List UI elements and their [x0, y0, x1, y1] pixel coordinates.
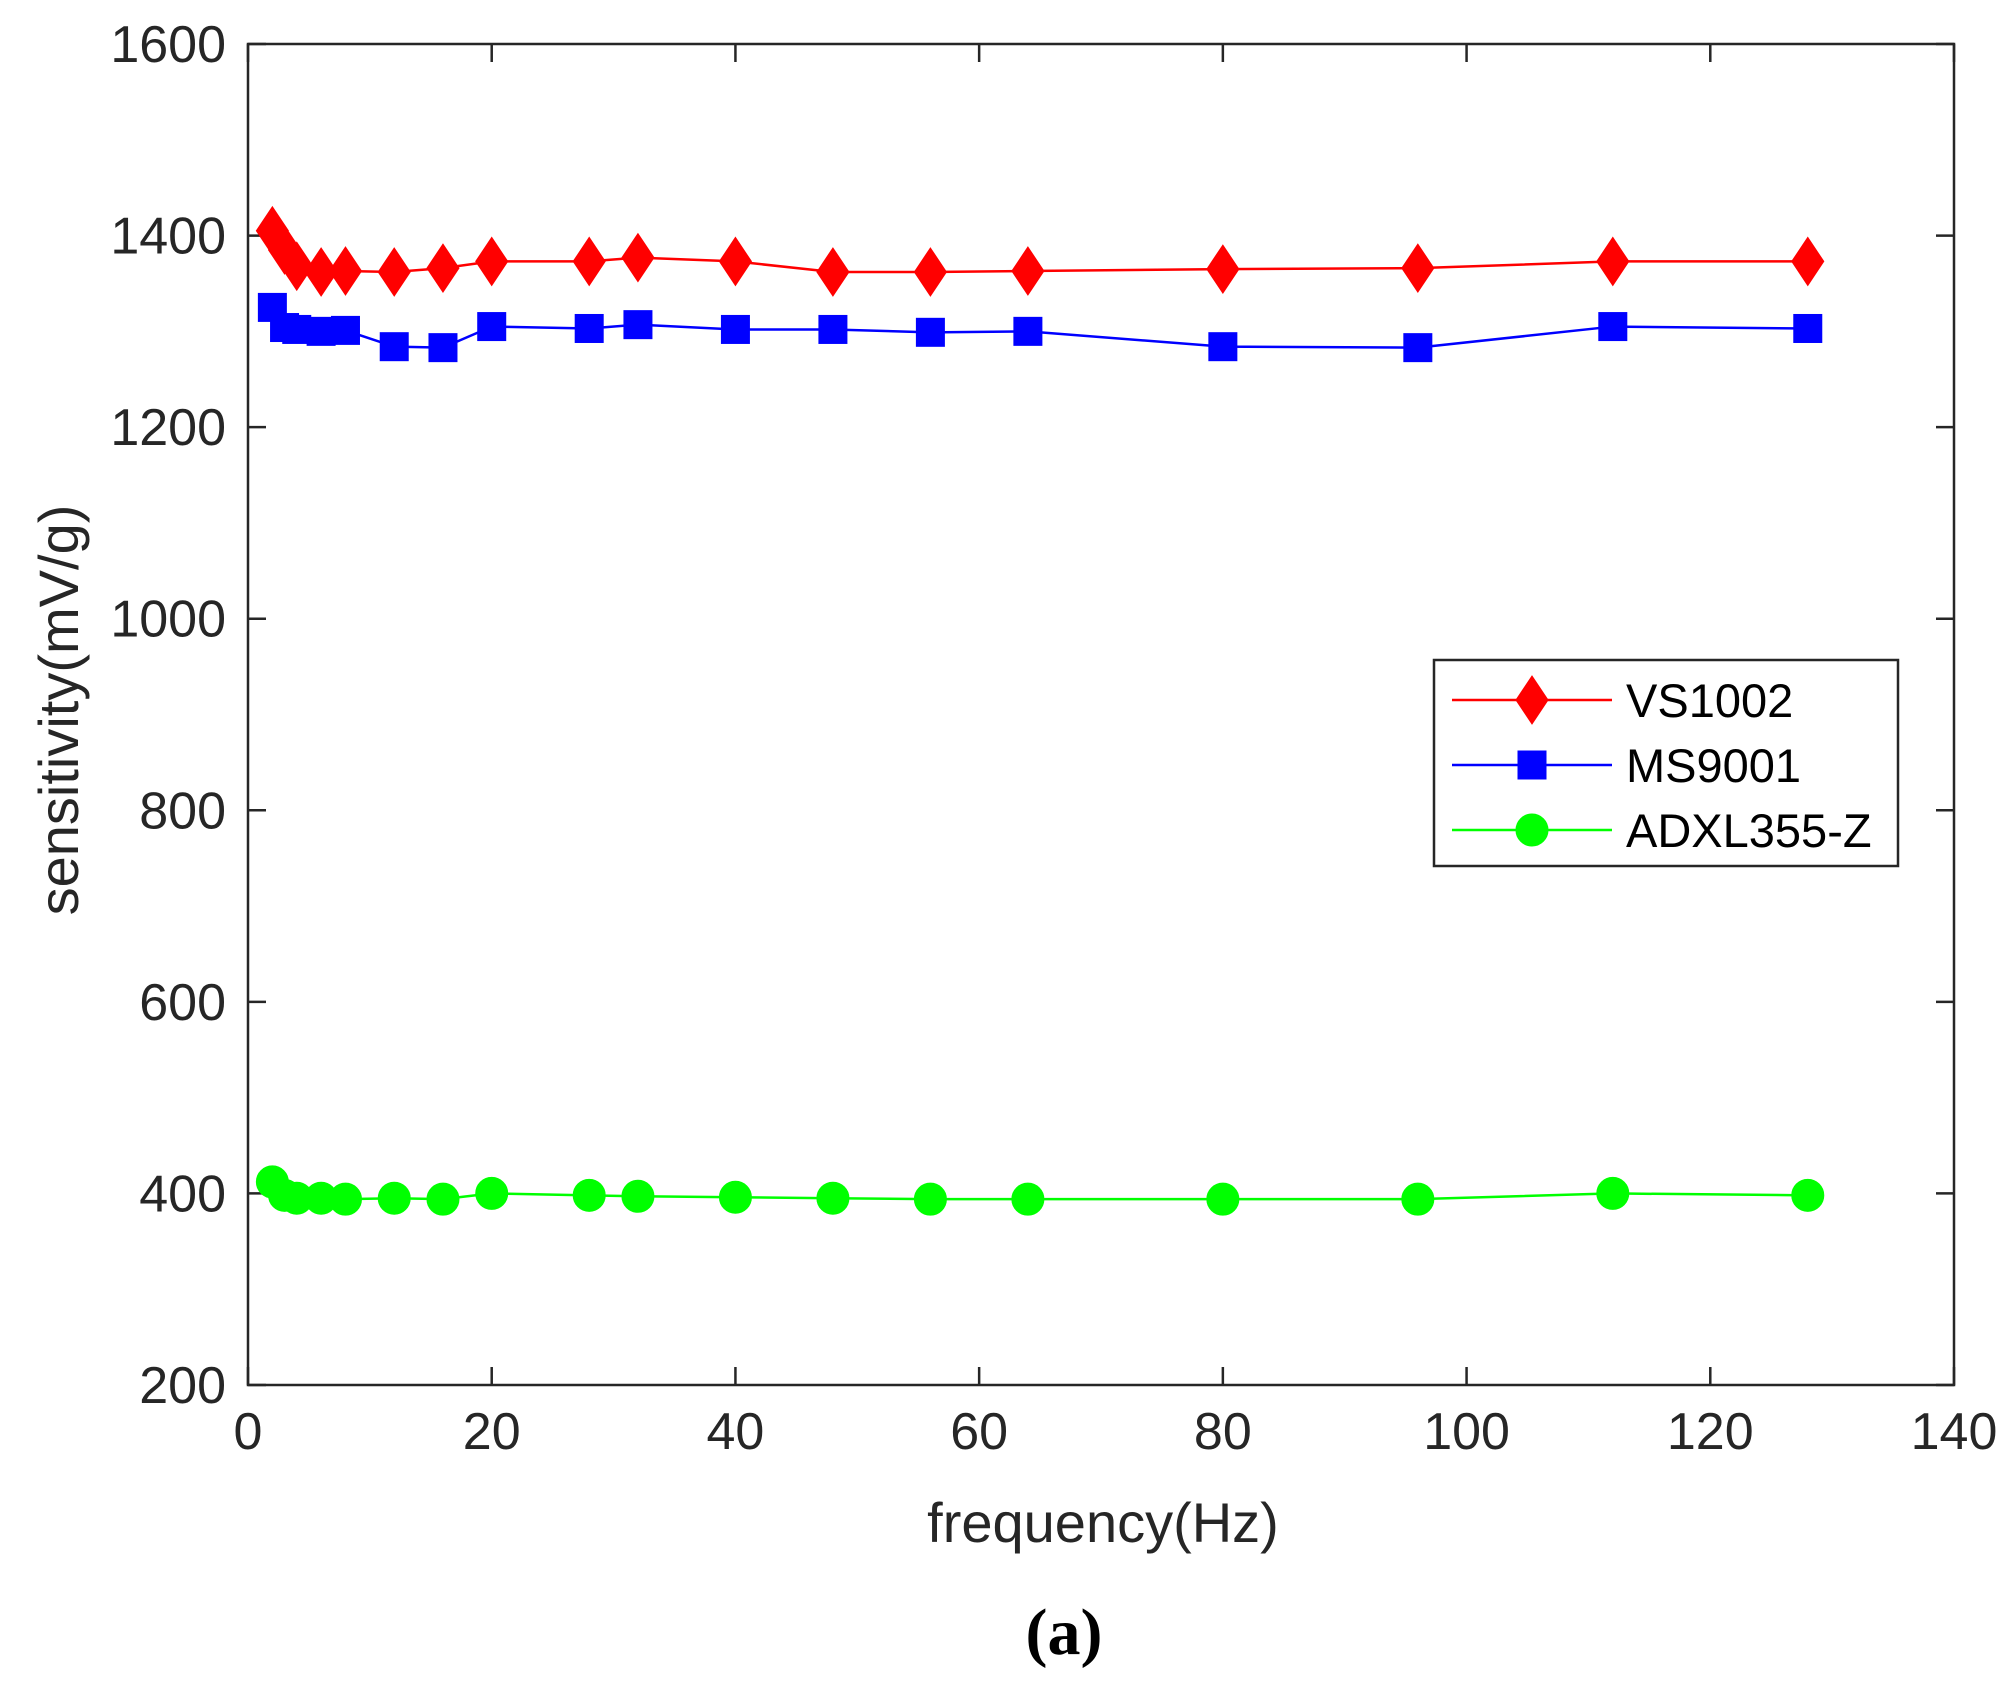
- legend-marker: [1517, 750, 1547, 780]
- legend-label: MS9001: [1626, 739, 1801, 792]
- data-point: [1401, 1182, 1435, 1216]
- data-point: [428, 333, 458, 363]
- data-point: [574, 313, 604, 343]
- series-ms9001: [257, 292, 1823, 363]
- data-point: [818, 314, 848, 344]
- data-point: [328, 1182, 362, 1216]
- y-tick-label: 1200: [110, 399, 226, 457]
- data-point: [306, 316, 336, 346]
- data-point: [816, 247, 850, 297]
- series-vs1002: [255, 205, 1825, 297]
- legend-item: ADXL355-Z: [1452, 804, 1872, 857]
- data-point: [1793, 313, 1823, 343]
- data-point: [1403, 333, 1433, 363]
- data-point: [1208, 332, 1238, 362]
- series-adxl355-z: [255, 1165, 1825, 1216]
- legend: VS1002 MS9001 ADXL355-Z: [1432, 658, 1900, 868]
- data-point: [816, 1181, 850, 1215]
- legend-label: ADXL355-Z: [1626, 804, 1872, 857]
- panel-label: (a): [1026, 1596, 1103, 1669]
- y-tick-label: 1000: [110, 591, 226, 649]
- y-tick-label: 200: [139, 1357, 226, 1415]
- data-point: [913, 247, 948, 297]
- legend-item: VS1002: [1452, 674, 1793, 727]
- data-point: [304, 247, 338, 297]
- x-tick-label: 20: [463, 1403, 521, 1461]
- y-tick-label: 600: [139, 974, 226, 1032]
- data-point: [623, 310, 653, 340]
- legend-label: VS1002: [1626, 674, 1793, 727]
- data-point: [379, 332, 409, 362]
- data-point: [718, 236, 753, 287]
- data-point: [1013, 316, 1043, 346]
- y-tick-label: 1600: [110, 16, 226, 74]
- data-point: [377, 247, 411, 297]
- data-point: [1596, 236, 1630, 287]
- data-point: [377, 1181, 411, 1215]
- legend-marker: [1515, 813, 1549, 847]
- data-point: [282, 314, 312, 344]
- data-point: [426, 1182, 460, 1216]
- data-point: [1598, 312, 1628, 342]
- data-point: [915, 317, 945, 347]
- x-tick-label: 40: [707, 1403, 765, 1461]
- legend-item: MS9001: [1452, 739, 1801, 792]
- data-point: [426, 243, 460, 294]
- x-tick-label: 80: [1194, 1403, 1252, 1461]
- y-tick-label: 1400: [110, 208, 226, 266]
- data-point: [1011, 1182, 1045, 1216]
- data-point: [1401, 243, 1435, 294]
- x-axis-label: frequency(Hz): [927, 1491, 1279, 1554]
- legend-box: [1432, 658, 1900, 868]
- x-tick-label: 60: [950, 1403, 1008, 1461]
- y-tick-label: 800: [139, 782, 226, 840]
- series-layer: [255, 205, 1825, 1216]
- x-tick-label: 0: [234, 1403, 263, 1461]
- data-point: [475, 236, 509, 287]
- x-axis: 0 20 40 60 80 100 120 140: [234, 44, 1998, 1461]
- x-tick-label: 100: [1423, 1403, 1510, 1461]
- y-tick-label: 400: [139, 1165, 226, 1223]
- data-point: [475, 1176, 509, 1210]
- y-axis: 200 400 600 800 1000 1200 1400 1600: [110, 16, 1954, 1415]
- data-point: [621, 1179, 655, 1213]
- data-point: [1791, 1178, 1825, 1212]
- data-point: [280, 241, 314, 292]
- data-point: [1011, 246, 1045, 296]
- data-point: [720, 314, 750, 344]
- data-point: [1596, 1176, 1630, 1210]
- data-point: [1206, 1182, 1240, 1216]
- legend-marker: [1515, 675, 1549, 725]
- y-axis-label: sensitivity(mV/g): [27, 505, 90, 916]
- data-point: [913, 1182, 947, 1216]
- x-tick-label: 140: [1911, 1403, 1998, 1461]
- data-point: [572, 1178, 606, 1212]
- data-point: [477, 312, 507, 342]
- data-point: [1206, 244, 1240, 294]
- data-point: [718, 1180, 752, 1214]
- data-point: [330, 315, 360, 345]
- data-point: [572, 236, 606, 287]
- x-tick-label: 120: [1667, 1403, 1754, 1461]
- data-point: [328, 246, 363, 296]
- data-point: [621, 232, 655, 283]
- data-point: [1791, 236, 1825, 287]
- data-point: [267, 225, 302, 275]
